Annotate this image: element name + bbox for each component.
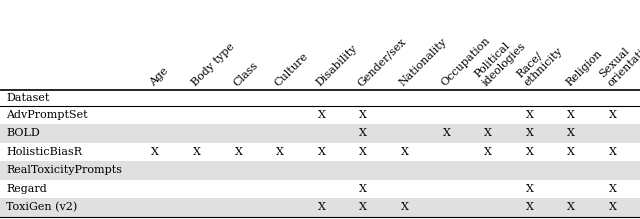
Text: X: X [609,147,617,157]
Text: X: X [609,184,617,194]
Text: X: X [525,129,534,138]
Text: Regard: Regard [6,184,47,194]
Bar [0,106,640,124]
Text: AdvPromptSet: AdvPromptSet [6,110,88,120]
Text: X: X [567,203,575,212]
Text: Culture: Culture [273,51,310,88]
Bar [0,161,640,180]
Text: X: X [359,203,367,212]
Text: X: X [484,147,492,157]
Text: X: X [401,203,409,212]
Text: Occupation: Occupation [439,35,492,88]
Text: RealToxicityPrompts: RealToxicityPrompts [6,166,122,175]
Text: Body type: Body type [189,41,236,88]
Text: Disability: Disability [314,43,360,88]
Text: Class: Class [231,60,260,88]
Bar [0,143,640,161]
Text: Dataset: Dataset [6,93,49,103]
Text: BOLD: BOLD [6,129,40,138]
Text: HolisticBiasR: HolisticBiasR [6,147,82,157]
Text: X: X [525,203,534,212]
Text: X: X [442,129,451,138]
Text: X: X [567,110,575,120]
Text: X: X [567,129,575,138]
Text: X: X [359,110,367,120]
Text: X: X [525,110,534,120]
Bar [0,198,640,217]
Text: X: X [525,184,534,194]
Text: X: X [401,147,409,157]
Text: X: X [567,147,575,157]
Text: X: X [317,203,326,212]
Text: X: X [359,129,367,138]
Text: X: X [317,147,326,157]
Bar [0,180,640,198]
Text: X: X [609,110,617,120]
Text: Gender/sex: Gender/sex [356,36,408,88]
Text: Political
ideologies: Political ideologies [473,33,528,88]
Text: Religion: Religion [564,48,604,88]
Text: Race/
ethnicity: Race/ ethnicity [515,37,564,88]
Text: X: X [359,184,367,194]
Text: X: X [151,147,159,157]
Text: Nationality: Nationality [397,37,449,88]
Text: X: X [234,147,243,157]
Text: X: X [276,147,284,157]
Text: X: X [193,147,201,157]
Text: Age: Age [148,66,170,88]
Text: X: X [484,129,492,138]
Text: ToxiGen (v2): ToxiGen (v2) [6,202,77,213]
Text: Sexual
orientation: Sexual orientation [598,28,640,88]
Text: X: X [317,110,326,120]
Text: X: X [359,147,367,157]
Text: X: X [525,147,534,157]
Text: X: X [609,203,617,212]
Bar [0,124,640,143]
